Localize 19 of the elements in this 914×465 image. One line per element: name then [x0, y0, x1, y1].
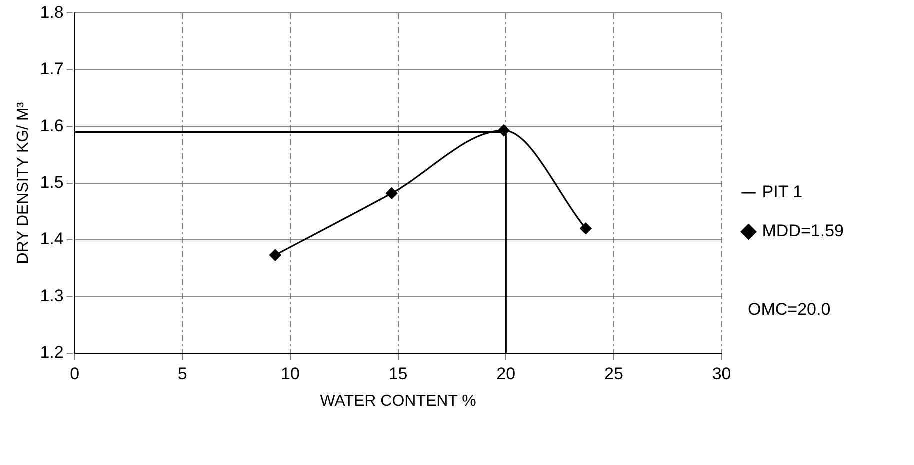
- x-tick-label: 0: [70, 364, 80, 384]
- x-axis-title: WATER CONTENT %: [320, 392, 476, 410]
- x-tick-label: 20: [496, 364, 516, 384]
- y-tick-label: 1.8: [40, 2, 64, 22]
- y-tick-label: 1.5: [40, 172, 64, 192]
- x-tick-label: 25: [604, 364, 624, 384]
- legend-label: PIT 1: [762, 182, 803, 202]
- y-axis-title: DRY DENSITY KG/ M³: [15, 102, 32, 264]
- y-tick-label: 1.6: [40, 116, 64, 136]
- x-tick-label: 15: [388, 364, 408, 384]
- x-tick-label: 10: [281, 364, 300, 384]
- x-tick-label: 30: [712, 364, 732, 384]
- y-tick-label: 1.4: [40, 230, 64, 249]
- x-tick-label: 5: [178, 364, 188, 384]
- text: OMC=20.0: [748, 300, 831, 320]
- y-tick-label: 1.2: [40, 343, 64, 362]
- legend-label: MDD=1.59: [762, 222, 844, 241]
- y-tick-label: 1.7: [40, 60, 64, 79]
- y-tick-label: 1.3: [40, 286, 64, 306]
